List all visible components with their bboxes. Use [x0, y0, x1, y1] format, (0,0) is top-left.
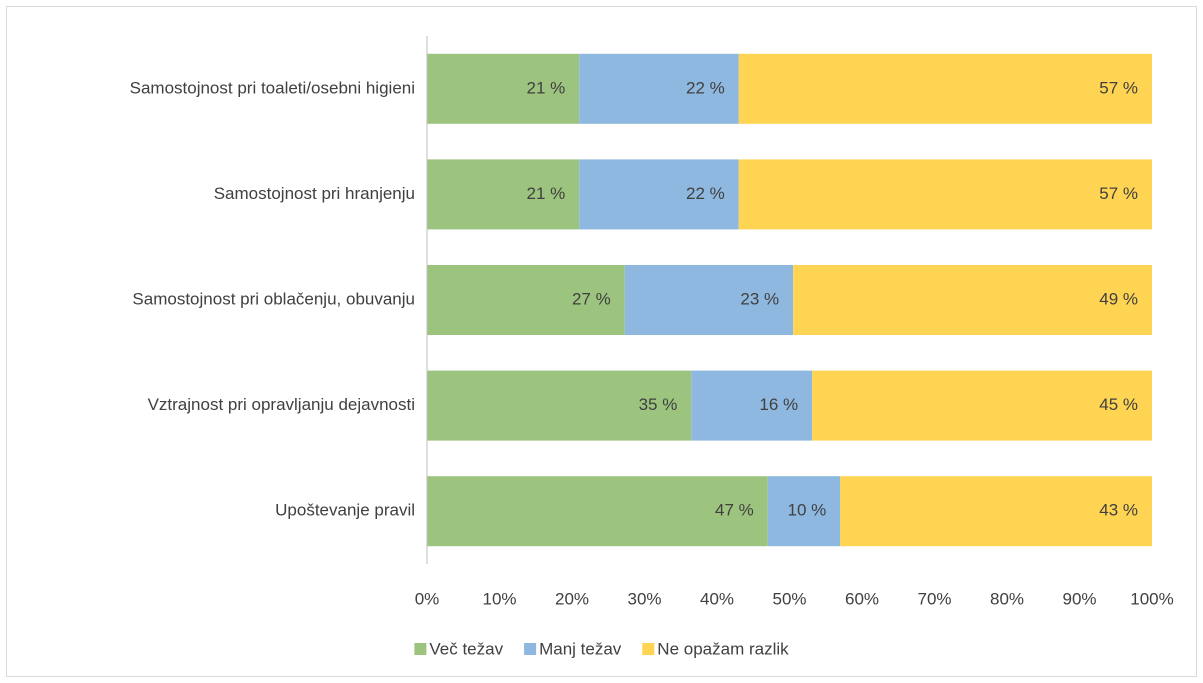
bar-segment — [691, 370, 813, 441]
x-tick-label: 100% — [1130, 589, 1173, 608]
bar-segment — [427, 370, 692, 441]
y-tick-label: Upoštevanje pravil — [275, 501, 415, 520]
x-tick-label: 70% — [917, 589, 951, 608]
data-label: 22 % — [686, 78, 725, 97]
bar-segment — [767, 476, 841, 547]
bar-segment — [812, 370, 1152, 441]
data-label: 35 % — [639, 395, 678, 414]
data-label: 57 % — [1099, 78, 1138, 97]
y-tick-label: Samostojnost pri toaleti/osebni higieni — [130, 78, 415, 97]
bar-segment — [427, 265, 625, 335]
legend-label: Manj težav — [539, 639, 622, 658]
bar-segment — [793, 265, 1152, 335]
bar-segment — [840, 476, 1152, 547]
legend-label: Več težav — [429, 639, 503, 658]
data-label: 57 % — [1099, 184, 1138, 203]
data-label: 21 % — [527, 78, 566, 97]
data-label: 22 % — [686, 184, 725, 203]
bar-segment — [579, 53, 739, 124]
data-label: 45 % — [1099, 395, 1138, 414]
bar-segment — [738, 159, 1152, 230]
bar-segment — [427, 476, 768, 547]
data-label: 47 % — [715, 501, 754, 520]
legend-swatch — [414, 643, 427, 655]
legend-swatch — [524, 643, 537, 655]
x-tick-label: 50% — [772, 589, 806, 608]
bar-segment — [427, 53, 580, 124]
y-tick-label: Samostojnost pri oblačenju, obuvanju — [132, 289, 415, 308]
x-tick-label: 40% — [700, 589, 734, 608]
bar-segment — [427, 159, 580, 230]
x-tick-label: 20% — [555, 589, 589, 608]
legend-label: Ne opažam razlik — [657, 639, 789, 658]
x-tick-label: 30% — [627, 589, 661, 608]
bar-segment — [738, 53, 1152, 124]
data-label: 23 % — [740, 289, 779, 308]
data-label: 21 % — [527, 184, 566, 203]
x-tick-label: 10% — [482, 589, 516, 608]
data-label: 49 % — [1099, 289, 1138, 308]
data-label: 27 % — [572, 289, 611, 308]
y-tick-label: Vztrajnost pri opravljanju dejavnosti — [148, 395, 415, 414]
legend-swatch — [642, 643, 655, 655]
data-label: 16 % — [759, 395, 798, 414]
x-tick-label: 0% — [415, 589, 440, 608]
bar-segment — [579, 159, 739, 230]
x-tick-label: 80% — [990, 589, 1024, 608]
y-tick-label: Samostojnost pri hranjenju — [214, 184, 415, 203]
data-label: 10 % — [788, 501, 827, 520]
bar-segment — [624, 265, 794, 335]
x-tick-label: 90% — [1062, 589, 1096, 608]
x-tick-label: 60% — [845, 589, 879, 608]
data-label: 43 % — [1099, 501, 1138, 520]
